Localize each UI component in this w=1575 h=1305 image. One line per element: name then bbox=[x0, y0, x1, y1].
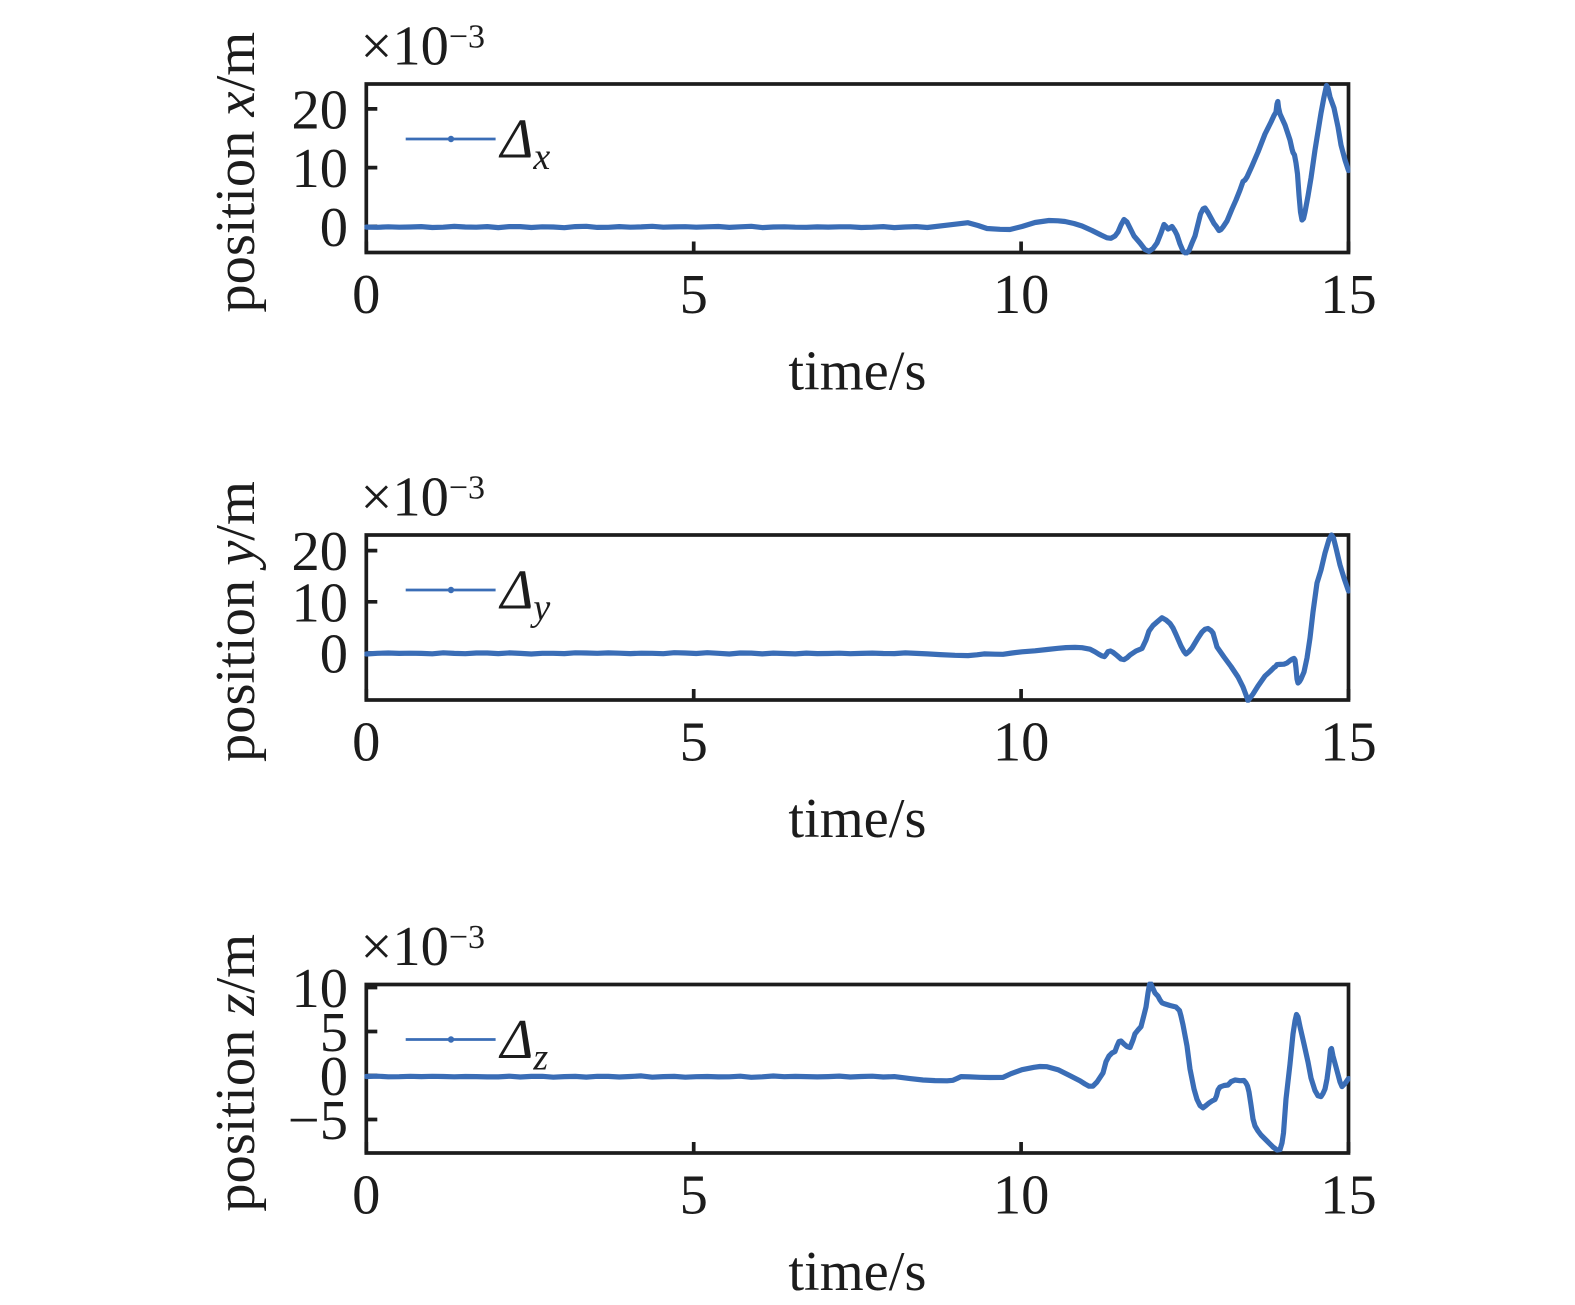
svg-text:0: 0 bbox=[320, 624, 348, 686]
svg-text:20: 20 bbox=[292, 521, 349, 583]
svg-text:time/s: time/s bbox=[788, 788, 926, 850]
svg-text:15: 15 bbox=[1320, 1165, 1377, 1227]
svg-text:5: 5 bbox=[680, 712, 708, 774]
svg-text:position z/m: position z/m bbox=[205, 934, 267, 1212]
svg-text:10: 10 bbox=[292, 572, 349, 634]
svg-text:0: 0 bbox=[352, 264, 380, 326]
svg-text:10: 10 bbox=[292, 958, 349, 1020]
svg-text:position x/m: position x/m bbox=[205, 32, 267, 313]
svg-text:15: 15 bbox=[1320, 712, 1377, 774]
svg-text:time/s: time/s bbox=[788, 341, 926, 403]
svg-text:time/s: time/s bbox=[788, 1241, 926, 1303]
svg-text:10: 10 bbox=[292, 138, 349, 200]
svg-text:10: 10 bbox=[993, 712, 1050, 774]
svg-text:0: 0 bbox=[320, 197, 348, 259]
svg-text:20: 20 bbox=[292, 79, 349, 141]
svg-text:0: 0 bbox=[352, 1165, 380, 1227]
svg-text:−5: −5 bbox=[288, 1090, 348, 1152]
svg-text:5: 5 bbox=[320, 1002, 348, 1064]
svg-text:10: 10 bbox=[993, 264, 1050, 326]
svg-text:×10−3: ×10−3 bbox=[361, 16, 486, 78]
svg-text:5: 5 bbox=[680, 264, 708, 326]
svg-text:10: 10 bbox=[993, 1165, 1050, 1227]
svg-text:5: 5 bbox=[680, 1165, 708, 1227]
svg-text:15: 15 bbox=[1320, 264, 1377, 326]
svg-text:position y/m: position y/m bbox=[205, 481, 267, 762]
svg-text:0: 0 bbox=[320, 1046, 348, 1108]
svg-text:0: 0 bbox=[352, 712, 380, 774]
